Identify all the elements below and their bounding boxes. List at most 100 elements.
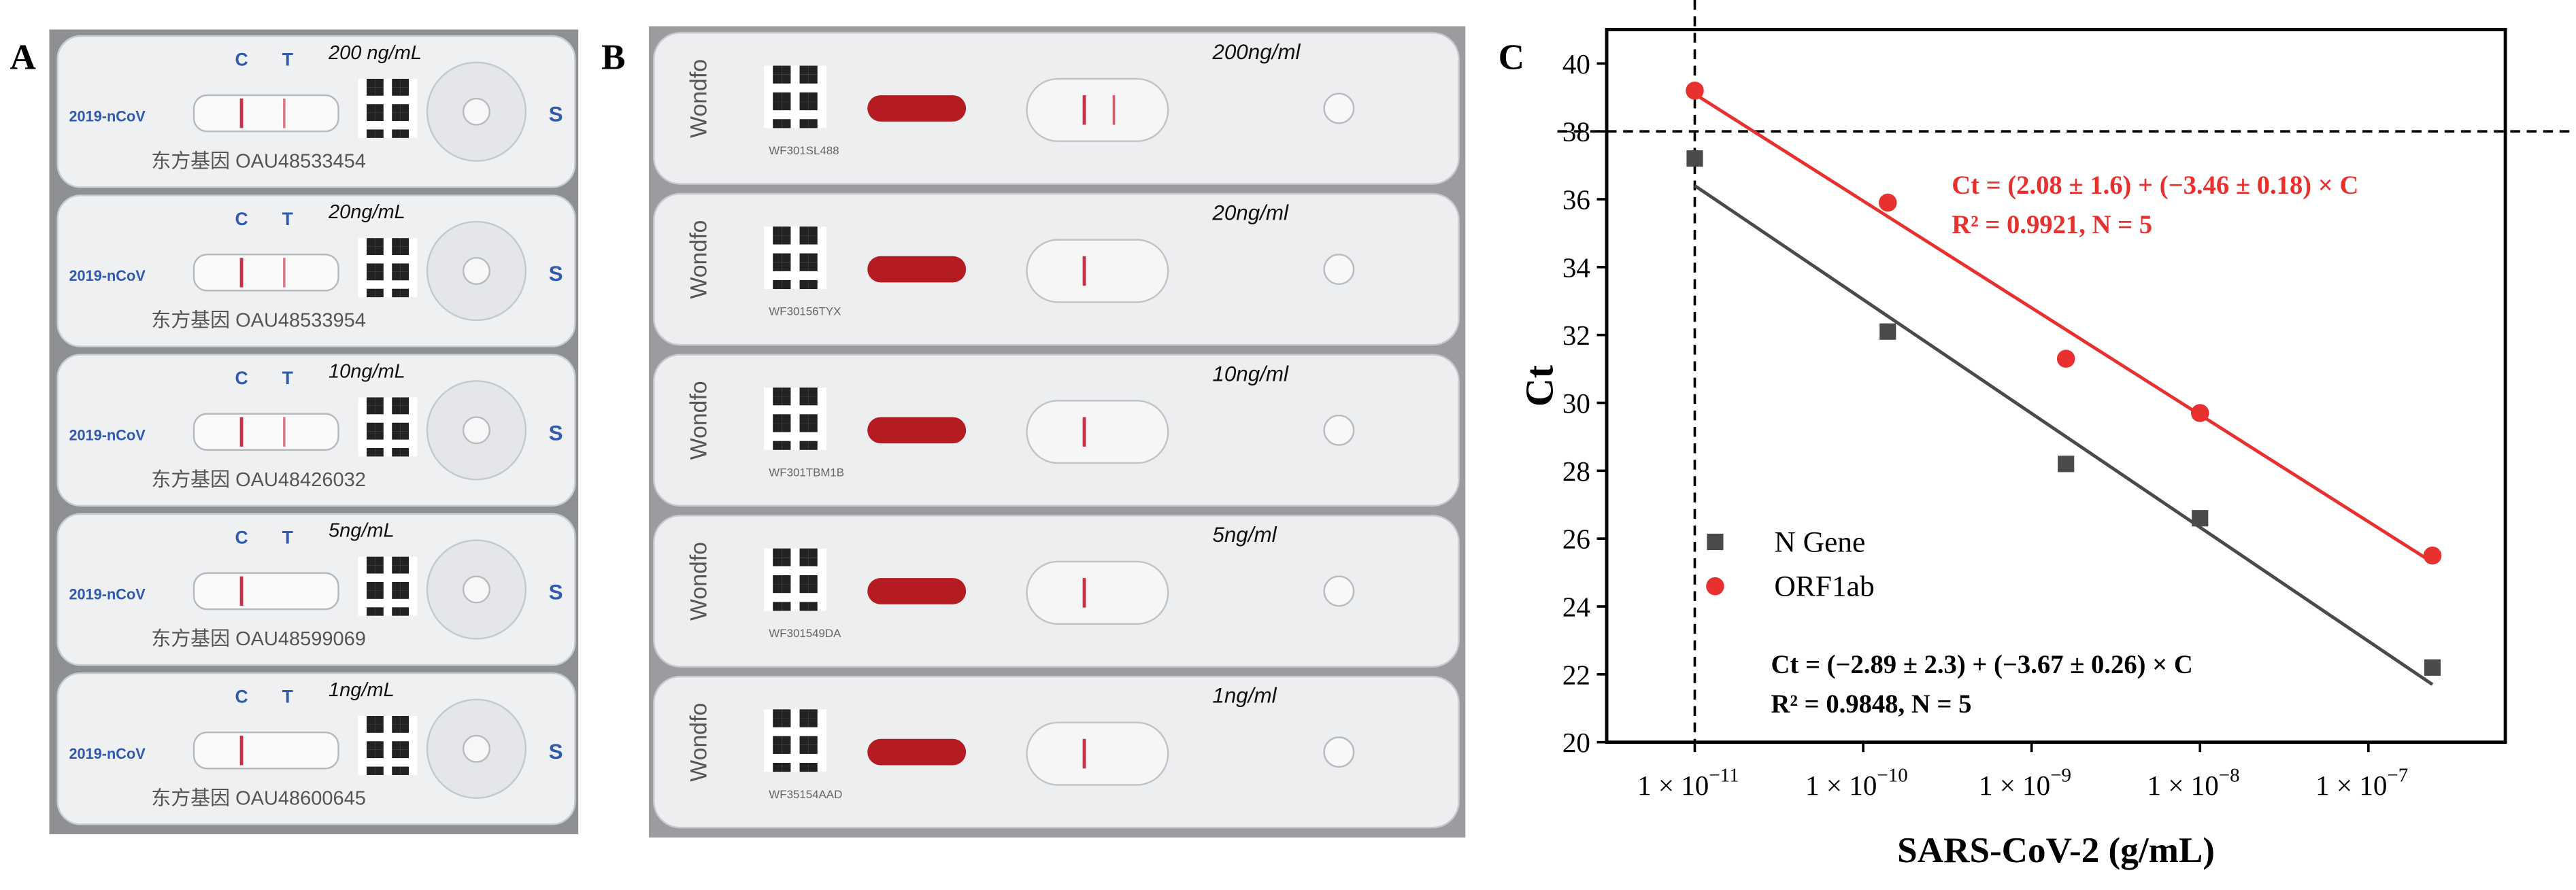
concentration: 200ng/ml — [1211, 40, 1301, 64]
qr-cell — [808, 602, 818, 611]
qr-cell — [782, 584, 791, 594]
qr-cell — [773, 101, 782, 111]
qr-cell — [366, 581, 375, 591]
data-point — [1879, 323, 1896, 340]
qr-cell — [375, 263, 384, 272]
qr-cell — [773, 279, 782, 290]
window-label: T — [282, 209, 293, 229]
qr-cell — [773, 575, 782, 585]
concentration: 1ng/mL — [329, 679, 395, 701]
photo-panel-b: Wondfo WF301SL488 200ng/ml Wondfo WF30156TYX… — [649, 26, 1466, 838]
sample-well — [1323, 92, 1355, 124]
qr-cell — [375, 87, 384, 96]
qr-cell — [375, 238, 384, 247]
qr-cell — [392, 238, 401, 247]
qr-cell — [799, 709, 809, 719]
sample-well — [462, 97, 490, 126]
qr-cell — [808, 584, 818, 594]
qr-cell — [773, 396, 782, 406]
product-name: 2019-nCoV — [69, 586, 146, 603]
qr-cell — [782, 414, 791, 424]
qr-cell — [782, 441, 791, 450]
qr-cell — [366, 431, 375, 440]
serial-number: WF301549DA — [769, 627, 841, 640]
qr-cell — [366, 405, 375, 415]
qr-cell — [366, 87, 375, 96]
qr-cell — [366, 715, 375, 725]
qr-cell — [392, 104, 401, 113]
qr-cell — [400, 741, 409, 750]
qr-cell — [799, 396, 809, 406]
qr-cell — [808, 101, 818, 111]
qr-cell — [366, 397, 375, 406]
qr-cell — [375, 607, 384, 616]
result-window — [193, 413, 339, 451]
qr-cell — [392, 288, 401, 298]
qr-cell — [375, 715, 384, 725]
qr-cell — [773, 235, 782, 245]
qr-cell — [799, 602, 809, 611]
qr-cell — [799, 736, 809, 745]
port-label: S — [549, 421, 563, 445]
qr-cell — [773, 262, 782, 271]
concentration: 10ng/ml — [1212, 362, 1289, 386]
qr-cell — [782, 235, 791, 245]
x-tick-label-base: 1 × 10 — [2147, 770, 2219, 801]
qr-cell — [392, 112, 401, 122]
qr-cell — [366, 590, 375, 599]
qr-cell — [808, 763, 818, 772]
window-label: C — [235, 527, 248, 547]
window-label: C — [235, 50, 248, 70]
qr-cell — [375, 246, 384, 256]
qr-cell — [782, 92, 791, 102]
serial-number: WF301SL488 — [769, 144, 839, 157]
qr-cell — [799, 74, 809, 84]
qr-cell — [782, 396, 791, 406]
result-window — [1026, 560, 1169, 625]
qr-cell — [782, 119, 791, 129]
y-tick-label: 30 — [1562, 388, 1590, 419]
qr-cell — [799, 92, 809, 102]
brand: Wondfo — [686, 703, 712, 782]
data-point — [1686, 82, 1704, 100]
sample-well — [462, 734, 490, 763]
result-window — [193, 731, 339, 770]
serial-number: 东方基因 OAU48533454 — [151, 150, 366, 172]
qr-cell — [808, 718, 818, 728]
qr-cell — [782, 575, 791, 585]
x-tick-label: 1 × 10−11 — [1637, 765, 1739, 801]
y-tick-label: 32 — [1562, 320, 1590, 351]
y-tick-label: 36 — [1562, 184, 1590, 216]
qr-cell — [375, 422, 384, 432]
concentration: 20ng/mL — [328, 201, 405, 223]
y-tick-label: 22 — [1562, 659, 1590, 690]
x-tick-label: 1 × 10−7 — [2315, 765, 2408, 801]
qr-cell — [392, 565, 401, 574]
product-name: 2019-nCoV — [69, 108, 146, 125]
data-point — [2424, 659, 2441, 676]
annotation: Ct = (2.08 ± 1.6) + (−3.46 ± 0.18) × C — [1952, 171, 2358, 200]
serial-number: 东方基因 OAU48426032 — [151, 469, 366, 491]
qr-cell — [799, 557, 809, 566]
qr-cell — [808, 65, 818, 75]
window-label: T — [282, 527, 293, 547]
panel-label: C — [1499, 37, 1524, 77]
qr-cell — [375, 447, 384, 457]
y-tick-label: 26 — [1562, 524, 1590, 555]
concentration: 200 ng/mL — [328, 42, 422, 64]
qr-cell — [375, 581, 384, 591]
qr-cell — [799, 101, 809, 111]
reagent-label — [867, 417, 967, 444]
port-label: S — [549, 103, 563, 126]
qr-cell — [782, 101, 791, 111]
qr-cell — [392, 78, 401, 88]
qr-cell — [375, 129, 384, 138]
qr-cell — [400, 397, 409, 406]
qr-cell — [366, 607, 375, 616]
brand: Wondfo — [686, 542, 712, 621]
y-tick-label: 20 — [1562, 727, 1590, 758]
x-tick-label: 1 × 10−10 — [1805, 765, 1908, 801]
